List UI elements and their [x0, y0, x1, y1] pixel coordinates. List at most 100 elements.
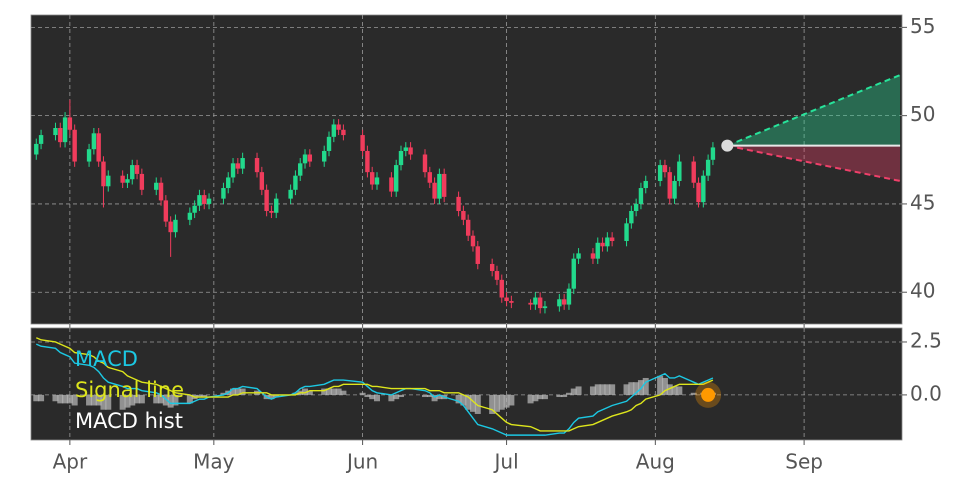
hist-bar	[642, 377, 649, 395]
candle-body	[62, 117, 68, 143]
hist-bar	[628, 382, 635, 395]
hist-bar	[268, 394, 275, 400]
hist-bar	[119, 394, 126, 410]
candle-body	[341, 129, 346, 136]
candle-body	[158, 182, 164, 201]
hist-bar	[623, 384, 630, 395]
candle-body	[672, 180, 677, 199]
hist-bar	[321, 388, 328, 395]
candle-body	[331, 124, 337, 137]
hist-bar	[527, 394, 534, 404]
hist-bar	[71, 394, 78, 406]
candle-body	[662, 165, 668, 173]
candle-body	[34, 143, 39, 155]
hist-bar	[86, 394, 93, 406]
hist-bar	[604, 384, 611, 395]
hist-bar	[95, 394, 102, 406]
candle-body	[240, 158, 245, 169]
marker	[701, 387, 716, 402]
hist-bar	[38, 394, 45, 402]
candle-body	[134, 165, 140, 174]
candle-body	[461, 210, 466, 220]
candle-body	[360, 135, 365, 151]
hist-bar	[666, 384, 673, 395]
hist-bar	[676, 386, 683, 395]
hist-bar	[657, 375, 664, 395]
hist-bar	[340, 390, 347, 395]
hist-bar	[134, 394, 141, 404]
candle-body	[667, 172, 672, 199]
y-tick-label: 2.5	[910, 328, 942, 352]
hist-bar	[129, 394, 136, 406]
hist-bar	[66, 394, 73, 404]
candle-body	[38, 135, 44, 144]
hist-bar	[508, 394, 515, 406]
hist-bar	[172, 394, 179, 406]
candle-body	[370, 172, 375, 185]
hist-bar	[105, 394, 112, 410]
candle-body	[274, 198, 279, 213]
hist-bar	[186, 394, 193, 404]
y-tick-label: 55	[910, 14, 935, 38]
candle-body	[528, 302, 533, 305]
hist-bar	[292, 392, 299, 395]
candle-body	[139, 173, 145, 190]
hist-bar	[594, 384, 601, 395]
hist-bar	[537, 394, 544, 400]
hist-bar	[306, 390, 313, 395]
candle-body	[58, 128, 63, 143]
candle-body	[600, 242, 605, 247]
candle-body	[605, 237, 610, 247]
candle-body	[202, 195, 207, 204]
hist-bar	[393, 394, 400, 400]
candle-body	[408, 147, 413, 155]
candle-body	[298, 163, 303, 176]
hist-bar	[455, 394, 462, 404]
candle-body	[561, 299, 567, 305]
candle-body	[173, 219, 178, 233]
candle-body	[235, 163, 241, 169]
forecast-upper	[726, 74, 901, 147]
candle-body	[456, 196, 461, 211]
hist-bar	[158, 394, 165, 404]
candle-body	[120, 175, 125, 183]
hist-bar	[52, 394, 59, 402]
hist-bar	[196, 394, 203, 398]
hist-bar	[503, 394, 510, 408]
candle-body	[230, 163, 236, 178]
candle-body	[499, 279, 504, 298]
candle-body	[307, 154, 313, 162]
candle-body	[53, 128, 58, 136]
candle-body	[629, 210, 634, 224]
hist-bar	[335, 388, 342, 395]
candle-body	[470, 235, 476, 247]
hist-bar	[532, 394, 539, 402]
candle-body	[403, 147, 408, 151]
candle-body	[696, 182, 701, 203]
candle-body	[106, 175, 111, 187]
legend-label: MACD	[75, 347, 138, 371]
candle-body	[638, 188, 644, 204]
hist-bar	[474, 394, 481, 414]
candle-body	[254, 158, 260, 173]
candle-body	[192, 205, 197, 213]
hist-bar	[599, 384, 606, 395]
candle-body	[657, 165, 663, 181]
candle-body	[710, 147, 716, 160]
hist-bar	[33, 394, 40, 402]
hist-bar	[489, 394, 496, 414]
forecast-start	[721, 139, 734, 152]
hist-bar	[498, 394, 505, 410]
hist-bar	[302, 388, 309, 395]
hist-bar	[201, 394, 208, 398]
candle-body	[130, 165, 135, 180]
hist-bar	[326, 388, 333, 395]
candle-body	[691, 161, 696, 183]
hist-bar	[431, 394, 438, 402]
hist-bar	[153, 394, 160, 404]
hist-bar	[273, 394, 280, 398]
candle-body	[393, 165, 399, 192]
candle-body	[86, 149, 92, 162]
hist-bar	[541, 394, 548, 400]
